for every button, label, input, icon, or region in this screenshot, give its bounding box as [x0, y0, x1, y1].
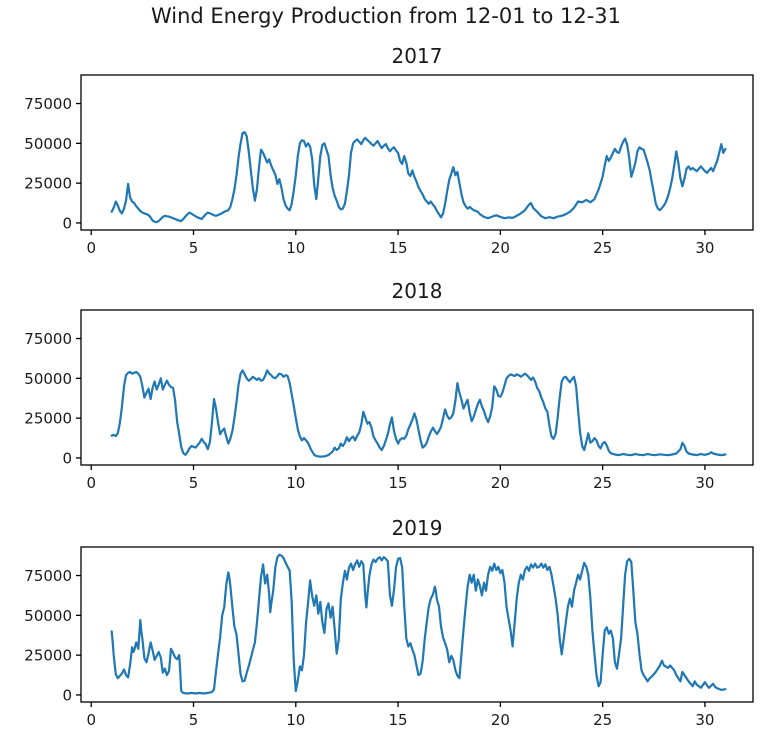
subplot-2019: 2019 0 5 10 15 20 25 30 0 25000 50000 75000 [0, 512, 772, 736]
y-tick-label: 50000 [24, 370, 72, 388]
y-tick-label: 75000 [24, 95, 72, 113]
data-line [110, 369, 727, 458]
y-tick-label: 0 [62, 449, 72, 467]
x-tick-label: 25 [593, 711, 612, 729]
x-tick-label: 10 [286, 239, 305, 257]
subplot-2017: 2017 0 5 10 15 20 25 30 0 25000 50000 75000 [0, 40, 772, 264]
x-tick-label: 0 [86, 711, 96, 729]
axes-frame [80, 309, 754, 466]
x-tick-label: 0 [86, 474, 96, 492]
y-tick-label: 0 [62, 214, 72, 232]
x-tick-label: 25 [593, 474, 612, 492]
x-tick-label: 30 [695, 474, 714, 492]
x-tick-label: 30 [695, 711, 714, 729]
y-tick-label: 0 [62, 686, 72, 704]
x-tick-label: 0 [86, 239, 96, 257]
axes-frame [80, 74, 754, 231]
x-tick-label: 15 [389, 474, 408, 492]
line-chart-2017: 0 5 10 15 20 25 30 0 25000 50000 75000 [24, 74, 754, 257]
x-tick-label: 20 [491, 711, 510, 729]
x-tick-label: 10 [286, 711, 305, 729]
figure-title: Wind Energy Production from 12-01 to 12-… [150, 4, 622, 28]
data-line [110, 553, 727, 695]
y-tick-label: 75000 [24, 567, 72, 585]
x-tick-label: 20 [491, 239, 510, 257]
x-tick-label: 10 [286, 474, 305, 492]
axes-frame [80, 546, 754, 703]
x-tick-label: 20 [491, 474, 510, 492]
x-tick-label: 15 [389, 711, 408, 729]
x-tick-label: 5 [189, 711, 199, 729]
y-tick-label: 50000 [24, 607, 72, 625]
line-chart-2018: 0 5 10 15 20 25 30 0 25000 50000 75000 [24, 309, 754, 492]
subplot-2017-title: 2017 [391, 44, 443, 68]
y-tick-label: 25000 [24, 410, 72, 428]
subplot-2018: 2018 0 5 10 15 20 25 30 0 25000 50000 75000 [0, 275, 772, 499]
x-tick-label: 25 [593, 239, 612, 257]
subplot-2019-title: 2019 [391, 516, 443, 540]
data-line [110, 131, 727, 224]
y-tick-label: 50000 [24, 135, 72, 153]
x-tick-label: 30 [695, 239, 714, 257]
subplot-2018-title: 2018 [391, 279, 443, 303]
y-tick-label: 25000 [24, 175, 72, 193]
x-tick-label: 15 [389, 239, 408, 257]
line-chart-2019: 0 5 10 15 20 25 30 0 25000 50000 75000 [24, 546, 754, 729]
y-tick-label: 25000 [24, 647, 72, 665]
x-tick-label: 5 [189, 474, 199, 492]
x-tick-label: 5 [189, 239, 199, 257]
y-tick-label: 75000 [24, 330, 72, 348]
